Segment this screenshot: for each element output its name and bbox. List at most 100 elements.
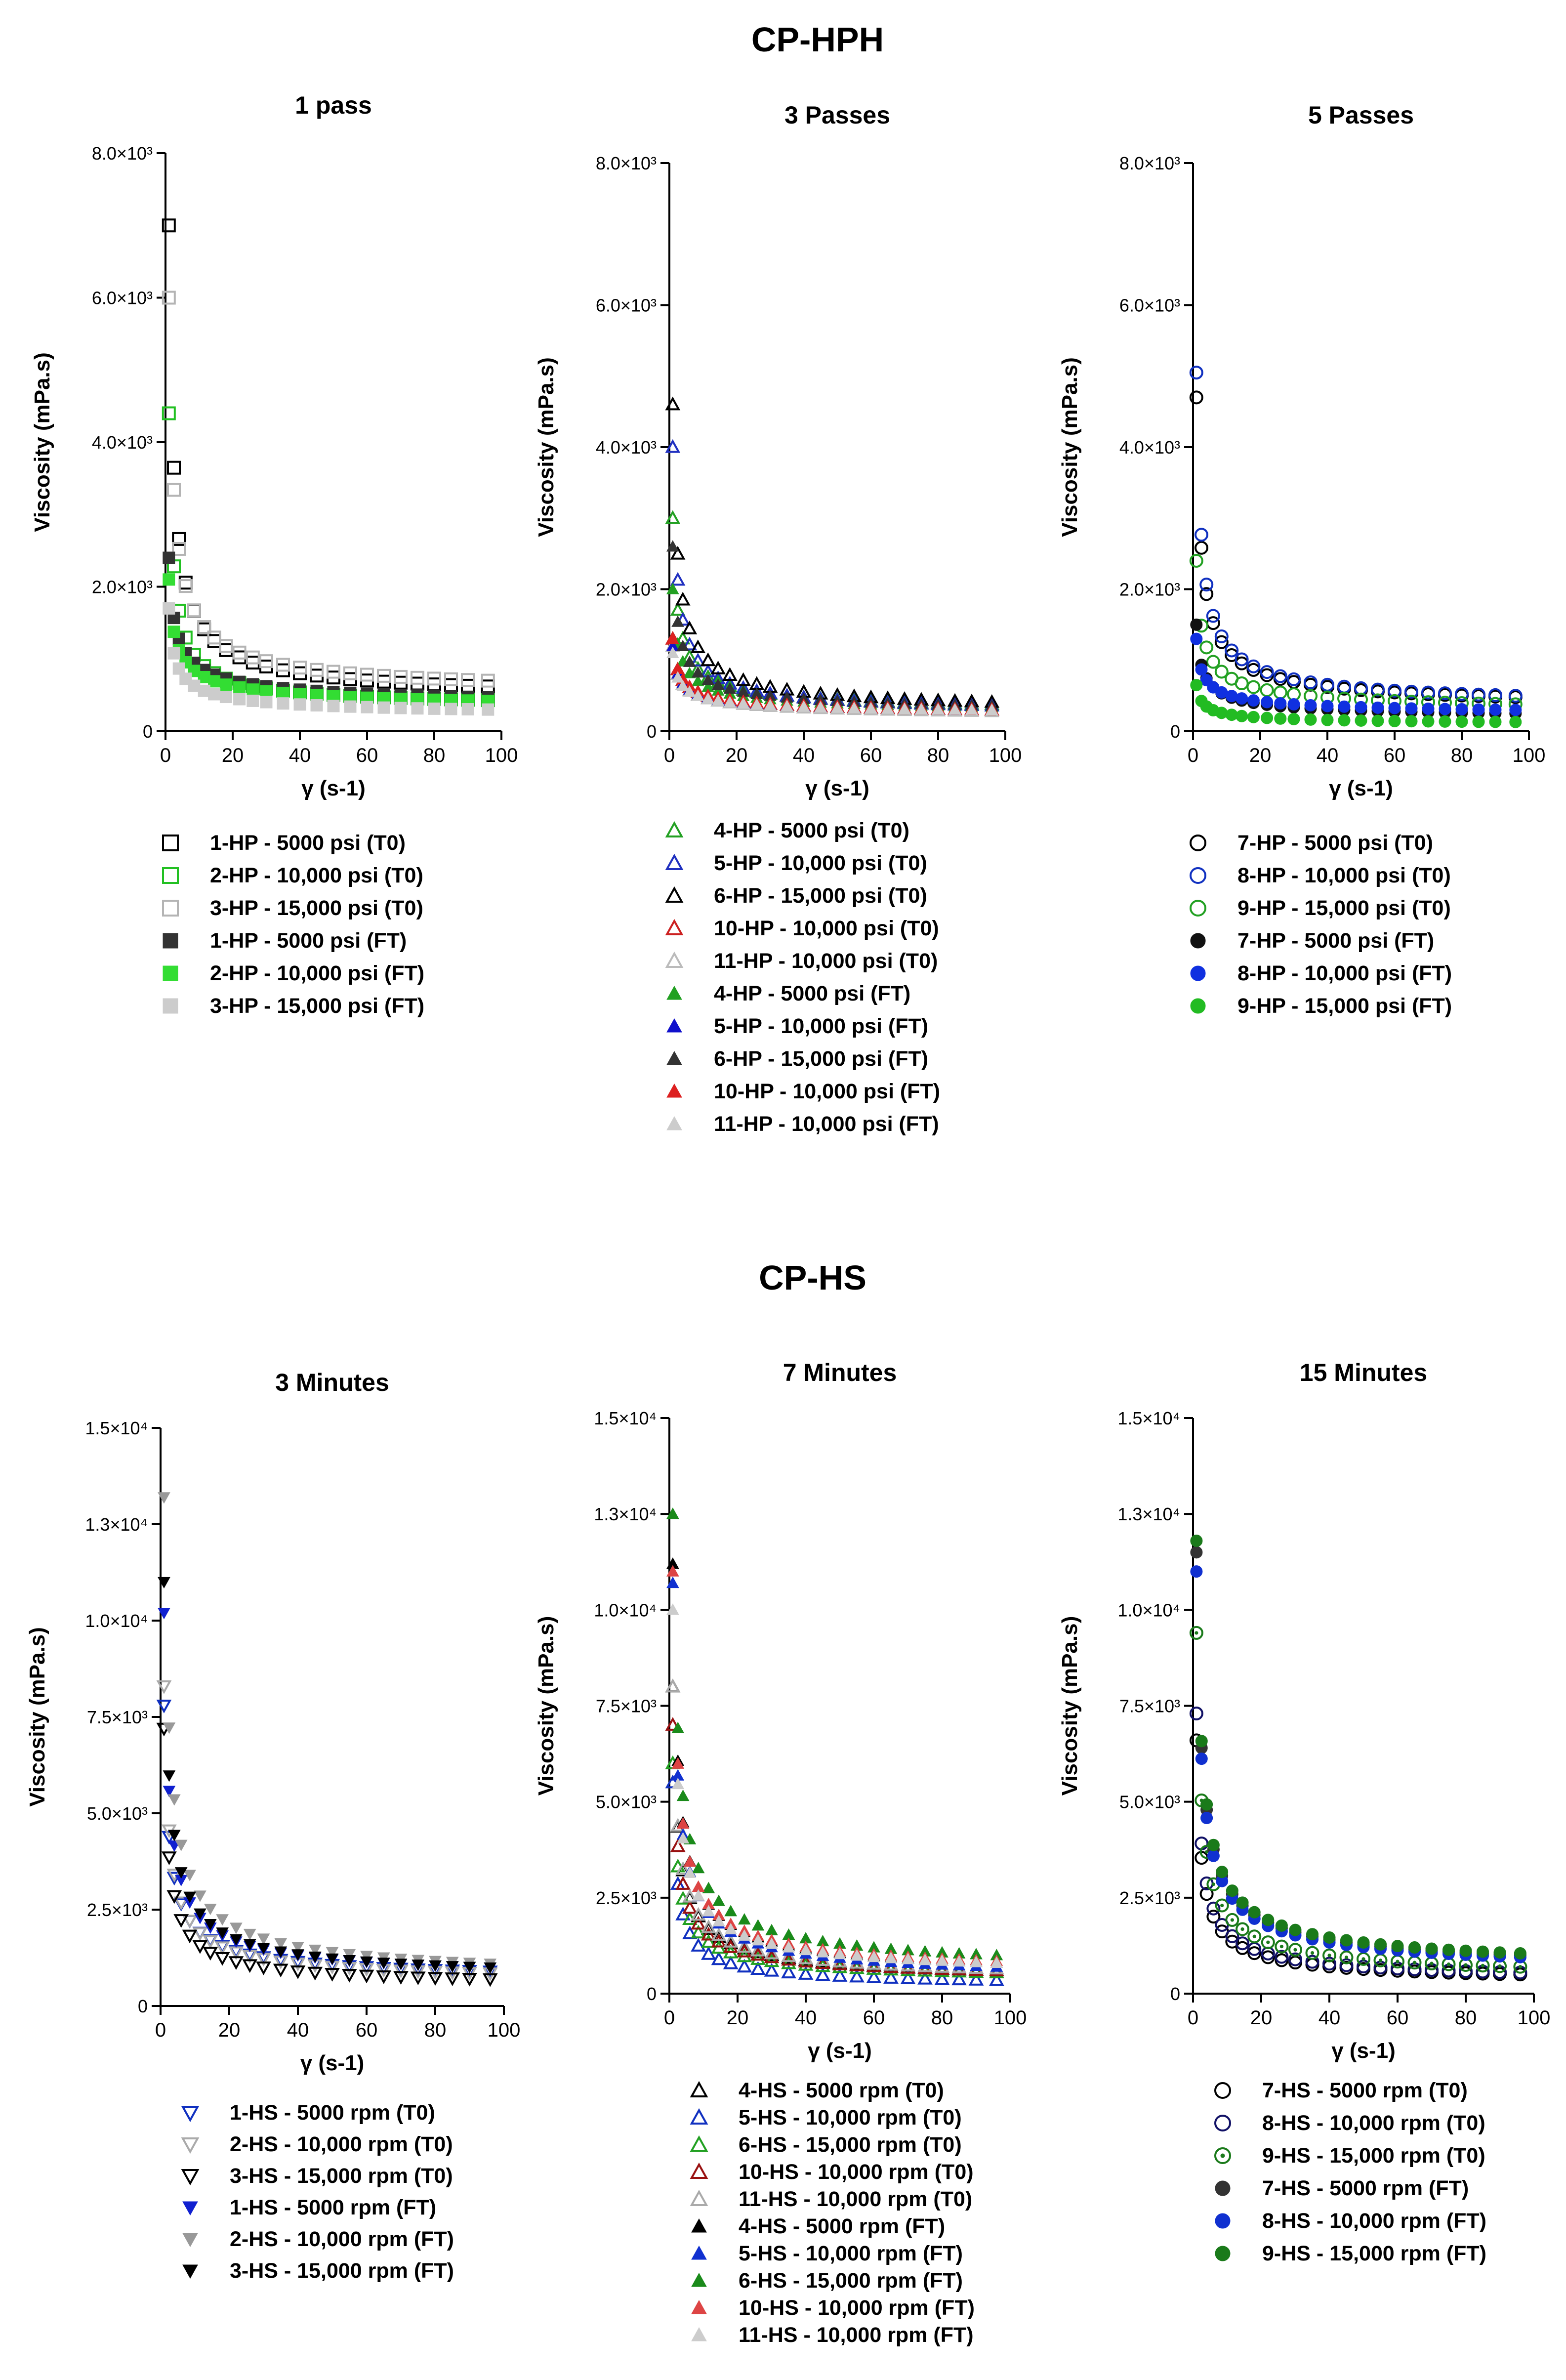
data-point [1261,1935,1275,1950]
data-point [764,699,777,710]
legend-marker [666,1116,682,1130]
data-point [799,1944,812,1956]
marker-center-dot [1327,1953,1331,1958]
data-point [1247,1929,1262,1944]
data-point [192,1927,208,1941]
data-point [446,1961,459,1973]
data-point [670,545,686,560]
data-point [1371,701,1384,714]
y-tick-label: 1.0×10⁴ [1117,1600,1180,1620]
data-point [161,1851,177,1866]
legend-label: 6-HS - 15,000 rpm (T0) [739,2133,962,2157]
legend-marker [665,853,684,870]
data-point [1274,697,1287,710]
data-point [1408,1941,1421,1954]
legend-marker [665,919,684,935]
chart-panel-6: 15 Minutes 0 20 40 60 80 100 0 2.5×10³ 5.0×10³ 7.5… [1058,1359,1550,2265]
data-point [325,1968,340,1982]
data-point [1388,702,1401,714]
chart-panel-2: 3 Passes 0 20 40 60 80 100 0 2.0×10³ 4.0×10³ 6.0×1… [534,101,1022,1136]
y-tick-label: 2.5×10³ [1119,1888,1180,1908]
data-point [163,573,175,586]
data-point [750,698,763,710]
legend-label: 9-HS - 15,000 rpm (FT) [1262,2242,1486,2265]
data-point [865,702,877,713]
legend-label: 1-HS - 5000 rpm (FT) [230,2196,436,2219]
data-point [293,661,307,675]
data-point [936,1954,948,1966]
data-point [702,1881,715,1893]
data-point [462,1972,477,1987]
data-point [798,1957,814,1971]
data-point [676,1817,690,1829]
data-point [1455,703,1468,716]
legend-marker [691,2218,707,2233]
data-point [1225,643,1239,658]
y-tick-label: 4.0×10³ [92,432,153,453]
data-point [156,1680,172,1694]
data-point [204,1904,217,1916]
x-axis-label: γ (s-1) [301,776,366,800]
data-point [1246,659,1261,673]
x-tick-label: 100 [989,745,1022,766]
x-tick-label: 20 [222,745,244,766]
data-point [1405,702,1418,715]
data-point [1199,587,1214,601]
data-point [1207,1838,1220,1851]
y-tick-label: 6.0×10³ [596,295,657,316]
data-point [737,1959,752,1973]
data-point [1323,1931,1336,1944]
legend-marker [666,1083,682,1098]
data-point [1199,578,1214,592]
data-point [1190,679,1203,692]
data-point [427,671,441,686]
data-point [1338,700,1351,713]
data-point [781,700,793,711]
data-point [1472,715,1485,728]
data-point [1509,715,1522,728]
data-point [691,1907,706,1921]
data-point [291,1942,304,1954]
data-point [1225,1934,1239,1949]
data-point [665,1678,681,1693]
x-tick-label: 20 [1249,745,1272,766]
data-point [1388,683,1401,698]
legend-label: 5-HP - 10,000 psi (T0) [714,851,927,875]
data-point [676,1789,690,1801]
data-point [377,701,390,714]
data-point [343,1955,356,1967]
chart-title: 15 Minutes [1300,1359,1427,1386]
data-point [692,1862,705,1874]
y-tick-label: 0 [143,721,153,742]
section-title-cp-hs: CP-HS [759,1258,866,1297]
x-tick-label: 100 [485,745,518,766]
data-point [1304,675,1318,689]
data-point [1388,714,1401,727]
x-tick-label: 0 [664,745,675,766]
x-tick-label: 20 [1250,2007,1273,2029]
y-tick-label: 1.3×10⁴ [85,1514,148,1535]
data-point [797,700,810,712]
x-tick-label: 100 [994,2007,1027,2029]
data-point [182,1929,198,1944]
data-point [427,1972,443,1986]
data-point [750,1961,766,1975]
data-point [187,603,201,618]
y-tick-label: 5.0×10³ [1119,1792,1180,1812]
y-tick-label: 5.0×10³ [87,1803,148,1824]
data-point [1247,1946,1262,1961]
data-point [1195,1735,1208,1748]
data-point [1404,684,1418,699]
chart-title: 7 Minutes [783,1359,897,1386]
data-point [310,663,324,677]
data-point [167,1830,181,1841]
marker-center-dot [1240,1927,1244,1931]
data-point [274,1938,288,1950]
x-tick-label: 40 [1317,745,1339,766]
y-tick-label: 5.0×10³ [596,1792,657,1812]
y-tick-label: 4.0×10³ [1119,437,1180,458]
data-point [1374,1938,1387,1951]
data-point [671,1721,685,1733]
data-point [293,698,306,711]
data-point [291,1949,304,1961]
